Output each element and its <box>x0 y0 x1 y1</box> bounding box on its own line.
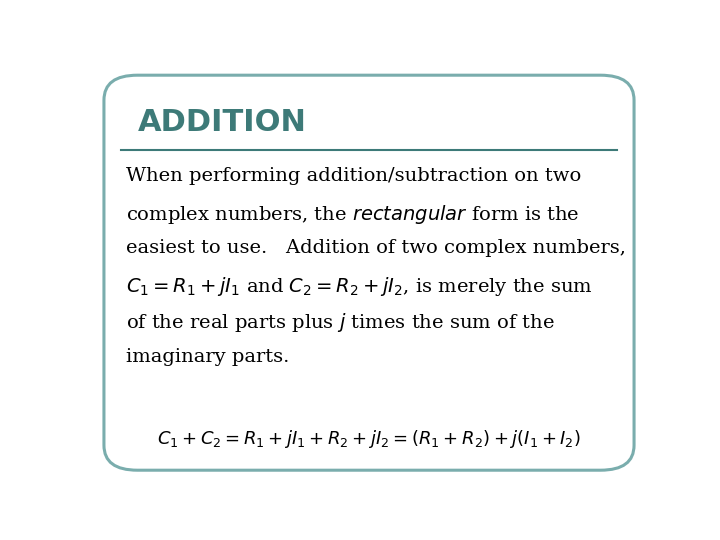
Text: ADDITION: ADDITION <box>138 109 306 138</box>
Text: complex numbers, the $\mathit{rectangular}$ form is the: complex numbers, the $\mathit{rectangula… <box>126 203 580 226</box>
Text: imaginary parts.: imaginary parts. <box>126 348 289 366</box>
FancyBboxPatch shape <box>104 75 634 470</box>
Text: of the real parts plus $j$ times the sum of the: of the real parts plus $j$ times the sum… <box>126 312 555 334</box>
Text: When performing addition/subtraction on two: When performing addition/subtraction on … <box>126 167 582 185</box>
Text: easiest to use.   Addition of two complex numbers,: easiest to use. Addition of two complex … <box>126 239 626 257</box>
Text: $C_1 + C_2 = R_1 + jI_1 + R_2 + jI_2 = (R_1 + R_2) + j(I_1 + I_2)$: $C_1 + C_2 = R_1 + jI_1 + R_2 + jI_2 = (… <box>157 428 581 450</box>
Text: $C_1 = R_1 + jI_1$ and $C_2 = R_2 + jI_2$, is merely the sum: $C_1 = R_1 + jI_1$ and $C_2 = R_2 + jI_2… <box>126 275 593 298</box>
